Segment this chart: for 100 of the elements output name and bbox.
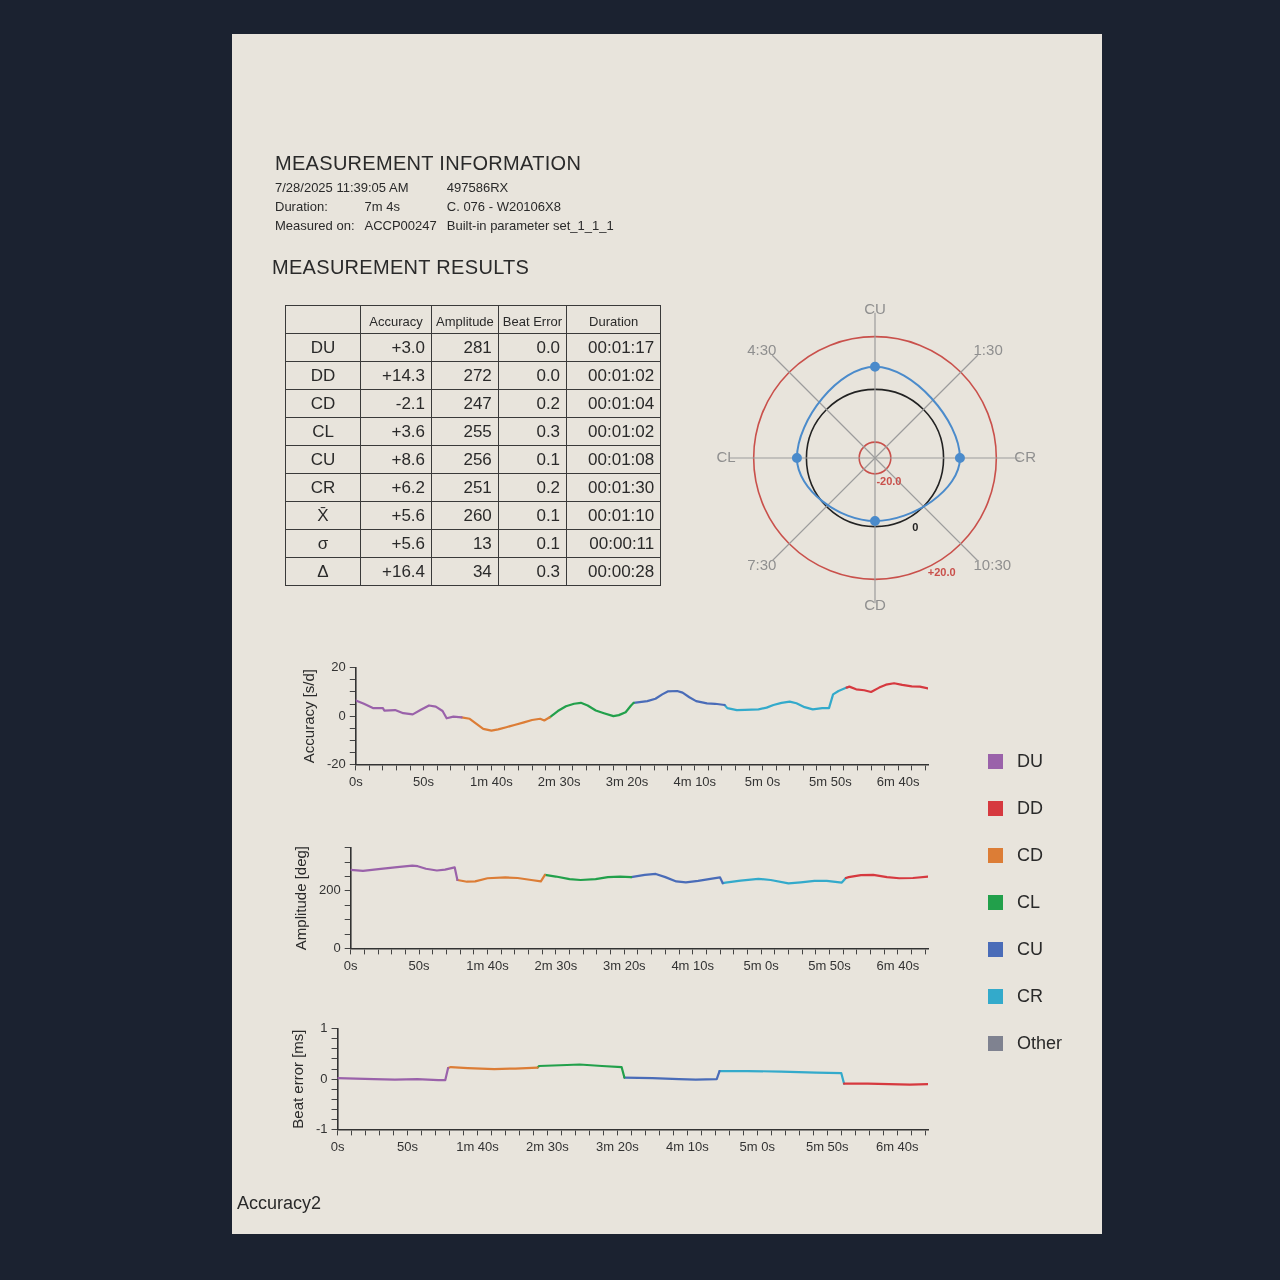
x-tick-label: 5m 0s — [739, 1138, 776, 1154]
text: 272 — [463, 365, 492, 385]
x-tick-label: 2m 30s — [534, 957, 578, 973]
text: -2.1 — [395, 393, 426, 413]
category-label: CR — [310, 477, 336, 497]
category-label: Duration — [566, 305, 661, 334]
text: 0.1 — [536, 449, 561, 469]
text: +6.2 — [391, 477, 426, 497]
x-tick-label: 4m 10s — [671, 957, 715, 973]
legend-label: CU — [1017, 938, 1043, 960]
y-axis-title: Amplitude [deg] — [292, 845, 310, 951]
text: 00:01:08 — [588, 449, 655, 469]
x-tick-label: 50s — [413, 773, 435, 789]
text: 0.3 — [536, 421, 561, 441]
x-tick-label: 6m 40s — [876, 957, 920, 973]
legend-label: DD — [1017, 797, 1043, 819]
x-tick-label: 0s — [330, 1138, 345, 1154]
text: +3.0 — [391, 337, 426, 357]
text: +14.3 — [382, 365, 426, 385]
spoke-label: 1:30 — [973, 340, 1003, 358]
text: 13 — [472, 533, 492, 553]
text: 0.1 — [536, 505, 561, 525]
x-tick-label: 4m 10s — [666, 1138, 710, 1154]
text: 260 — [463, 505, 492, 525]
x-tick-label: 2m 30s — [526, 1138, 570, 1154]
text: MEASUREMENT RESULTS — [272, 256, 531, 279]
x-tick-label: 1m 40s — [466, 957, 510, 973]
text: 34 — [472, 561, 492, 581]
x-tick-label: 5m 50s — [808, 957, 852, 973]
legend-label: CD — [1017, 844, 1043, 866]
text: 00:00:28 — [588, 561, 655, 581]
text: 00:01:10 — [588, 505, 655, 525]
x-tick-label: 4m 10s — [673, 773, 717, 789]
text: 0.0 — [536, 337, 561, 357]
text: 0.2 — [536, 477, 561, 497]
x-tick-label: 50s — [397, 1138, 419, 1154]
y-tick-label: 200 — [318, 882, 341, 898]
x-tick-label: 6m 40s — [876, 773, 920, 789]
text: Built-in parameter set_1_1_1 — [446, 218, 614, 233]
x-tick-label: 5m 50s — [805, 1138, 850, 1154]
y-tick-label: 0 — [320, 1070, 328, 1086]
x-tick-label: 50s — [408, 957, 431, 973]
legend-label: DU — [1017, 750, 1043, 772]
text: 0.0 — [536, 365, 561, 385]
text: 0.3 — [536, 561, 561, 581]
y-tick-label: 0 — [912, 520, 919, 533]
text: 7m 4s — [364, 199, 400, 214]
text: 256 — [463, 449, 492, 469]
category-label: DD — [310, 365, 336, 385]
text: 00:01:04 — [588, 393, 655, 413]
category-label: DU — [310, 337, 336, 357]
category-label: X̄ — [317, 505, 329, 525]
text: 00:01:30 — [588, 477, 655, 497]
x-tick-label: 1m 40s — [470, 773, 514, 789]
legend-label: Other — [1017, 1032, 1063, 1054]
spoke-label: 10:30 — [973, 555, 1012, 573]
category-label: CD — [310, 393, 336, 413]
category-label: σ — [317, 533, 329, 553]
y-axis-title: Beat error [ms] — [289, 1029, 307, 1129]
spoke-label: CD — [864, 596, 886, 614]
spoke-label: CL — [716, 448, 736, 466]
y-tick-label: 0 — [333, 939, 341, 955]
text: ACCP00247 — [364, 218, 437, 233]
y-tick-label: 1 — [320, 1020, 328, 1036]
spoke-label: 4:30 — [747, 340, 777, 358]
text: Duration: — [275, 199, 328, 214]
spoke-label: 7:30 — [747, 555, 777, 573]
text: Accuracy2 — [237, 1193, 322, 1214]
category-label: CU — [310, 449, 336, 469]
category-label: Δ — [317, 561, 329, 581]
x-tick-label: 3m 20s — [602, 957, 647, 973]
text: 247 — [463, 393, 492, 413]
x-tick-label: 3m 20s — [596, 1138, 640, 1154]
y-tick-label: -20.0 — [876, 475, 902, 488]
x-tick-label: 5m 50s — [809, 773, 853, 789]
category-label: Accuracy — [360, 305, 432, 334]
text: 00:01:17 — [588, 337, 655, 357]
text: MEASUREMENT INFORMATION — [275, 152, 583, 175]
text: 00:01:02 — [588, 421, 655, 441]
category-label: Amplitude — [431, 305, 499, 334]
x-tick-label: 0s — [343, 957, 359, 973]
y-tick-label: 20 — [331, 659, 346, 675]
text: C. 076 - W20106X8 — [446, 199, 561, 214]
text: 0.1 — [536, 533, 561, 553]
y-tick-label: -1 — [316, 1120, 328, 1136]
text: 497586RX — [446, 180, 509, 195]
x-tick-label: 5m 0s — [743, 957, 780, 973]
legend-label: CL — [1017, 891, 1041, 913]
text: 00:01:02 — [588, 365, 655, 385]
text: +5.6 — [391, 533, 426, 553]
category-label: Beat Error — [498, 305, 567, 334]
text: 0.2 — [536, 393, 561, 413]
x-tick-label: 1m 40s — [456, 1138, 500, 1154]
spoke-label: CU — [864, 299, 886, 317]
category-label: CL — [312, 421, 334, 441]
x-tick-label: 2m 30s — [537, 773, 581, 789]
y-tick-label: 0 — [338, 707, 346, 723]
x-tick-label: 0s — [348, 773, 364, 789]
legend-label: CR — [1017, 985, 1043, 1007]
text: +3.6 — [391, 421, 426, 441]
